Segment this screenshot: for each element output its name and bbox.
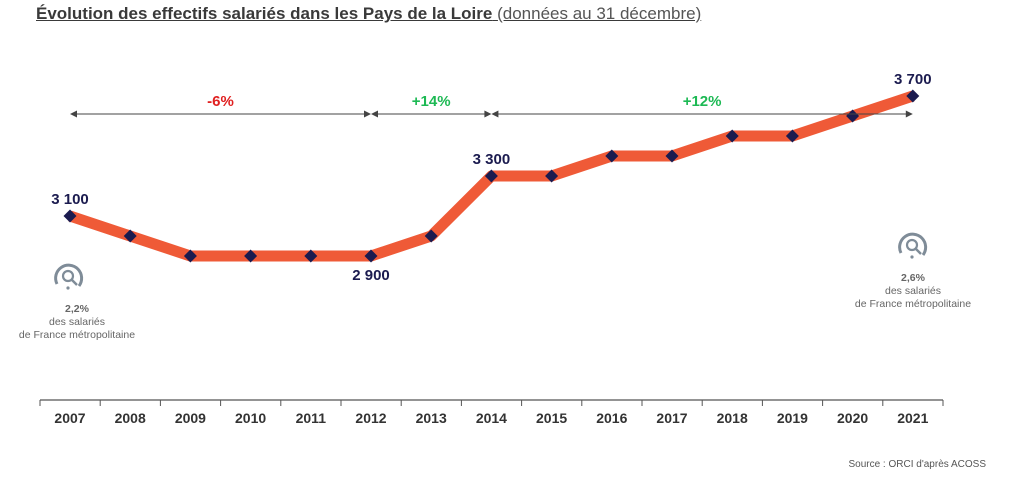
period-arrowhead-right [484, 110, 492, 118]
period-change-label: +14% [412, 93, 451, 110]
data-point [123, 229, 137, 243]
data-point [846, 109, 860, 123]
annotation-line1: des salariés [49, 316, 105, 328]
magnifier-handle-icon [71, 279, 78, 286]
x-tick-label: 2018 [717, 410, 748, 426]
magnifier-lens-icon [905, 238, 919, 252]
data-point [906, 89, 920, 103]
data-point [364, 249, 378, 263]
period-change-label: -6% [207, 93, 234, 110]
annotation-line2: de France métropolitaine [855, 298, 971, 310]
period-arrowhead-left [371, 110, 378, 118]
x-tick-label: 2020 [837, 410, 868, 426]
magnifier-lens-icon [61, 269, 75, 283]
period-change-label: +12% [683, 93, 722, 110]
annotation-percent: 2,6% [901, 272, 926, 284]
data-point [304, 249, 318, 263]
x-tick-label: 2021 [897, 410, 928, 426]
x-tick-label: 2019 [777, 410, 808, 426]
annotation-percent: 2,2% [65, 303, 90, 315]
x-tick-label: 2009 [175, 410, 206, 426]
magnifier-dot-icon [910, 255, 914, 259]
x-tick-label: 2008 [115, 410, 146, 426]
data-point [244, 249, 258, 263]
annotation-line1: des salariés [885, 285, 941, 297]
chart-title: Évolution des effectifs salariés dans le… [36, 4, 701, 24]
x-tick-label: 2010 [235, 410, 266, 426]
period-arrowhead-left [491, 110, 499, 118]
x-tick-label: 2013 [416, 410, 447, 426]
data-point [605, 149, 619, 163]
x-tick-label: 2007 [54, 410, 85, 426]
x-tick-label: 2015 [536, 410, 567, 426]
title-main: Évolution des effectifs salariés dans le… [36, 4, 493, 23]
period-arrowhead-right [364, 110, 371, 118]
data-point [484, 169, 498, 183]
x-tick-label: 2014 [476, 410, 507, 426]
magnifier-icon [54, 263, 84, 287]
data-point [785, 129, 799, 143]
period-arrowhead-right [905, 110, 913, 118]
data-point [665, 149, 679, 163]
period-arrowhead-left [70, 110, 77, 118]
data-label: 3 700 [894, 71, 932, 88]
source-note: Source : ORCI d'après ACOSS [848, 459, 986, 470]
x-tick-label: 2016 [596, 410, 627, 426]
annotation-line2: de France métropolitaine [19, 329, 135, 341]
magnifier-dot-icon [66, 286, 70, 290]
data-point [183, 249, 197, 263]
x-tick-label: 2012 [355, 410, 386, 426]
data-point [424, 229, 438, 243]
title-subtitle: (données au 31 décembre) [497, 4, 702, 23]
data-label: 2 900 [352, 267, 390, 284]
magnifier-handle-icon [915, 248, 922, 255]
data-label: 3 100 [51, 191, 89, 208]
x-tick-label: 2017 [656, 410, 687, 426]
data-point [545, 169, 559, 183]
data-point [63, 209, 77, 223]
data-point [725, 129, 739, 143]
magnifier-icon [898, 232, 928, 256]
data-label: 3 300 [473, 151, 511, 168]
x-tick-label: 2011 [296, 410, 327, 426]
